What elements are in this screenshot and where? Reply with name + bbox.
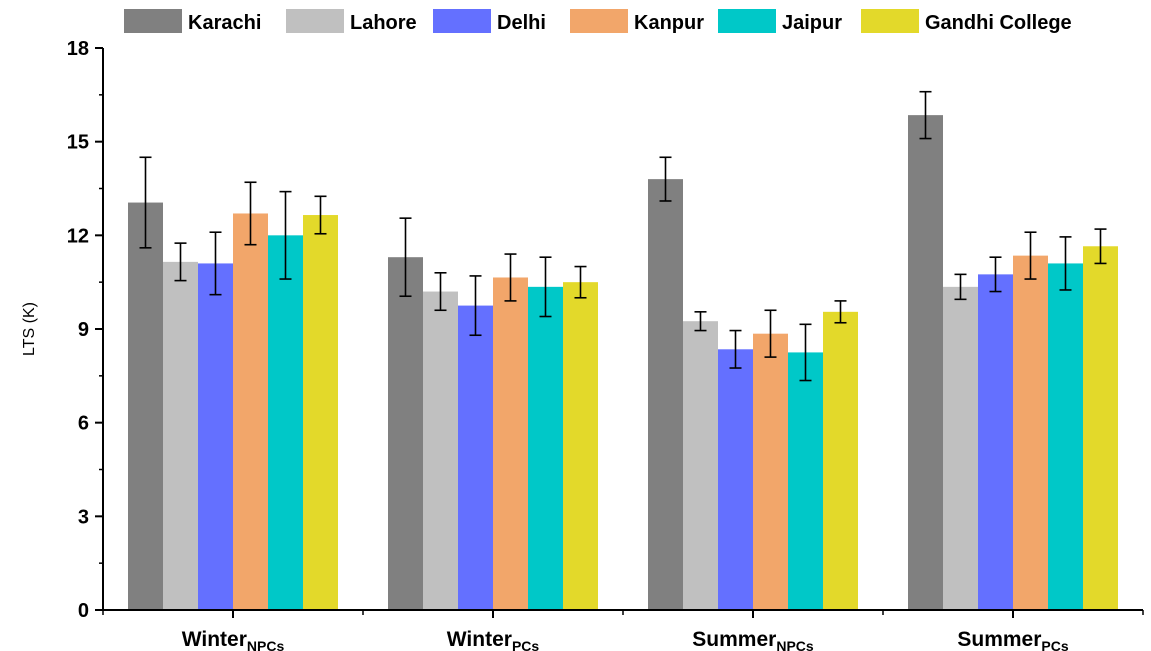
bar — [303, 215, 338, 611]
bar — [1083, 246, 1118, 610]
error-bar — [659, 156, 672, 202]
bar — [1013, 255, 1048, 610]
error-bar — [314, 195, 327, 235]
bar — [943, 286, 978, 610]
y-tick-label: 6 — [78, 413, 89, 435]
bar — [128, 202, 163, 611]
y-tick-label: 0 — [78, 600, 89, 622]
error-bar — [469, 275, 482, 337]
bar — [718, 349, 753, 610]
error-bar — [1059, 236, 1072, 291]
bar — [648, 179, 683, 610]
bar — [493, 277, 528, 610]
bar — [1048, 263, 1083, 610]
error-bar — [504, 253, 517, 302]
x-tick-label: SummerNPCs — [692, 628, 814, 651]
bars — [128, 115, 1118, 611]
legend-item: Kanpur — [570, 9, 704, 34]
error-bars — [139, 90, 1107, 382]
bar — [198, 263, 233, 610]
legend-item: Lahore — [286, 9, 417, 34]
error-bar — [399, 217, 412, 298]
legend-swatch — [570, 9, 628, 33]
bar — [753, 333, 788, 610]
error-bar — [1024, 231, 1037, 280]
x-tick-label: WinterNPCs — [182, 628, 285, 651]
x-tick-label: WinterPCs — [447, 628, 540, 651]
legend: Karachi Lahore Delhi Kanpur Jaipur Gandhi Col… — [124, 9, 1072, 34]
bar — [978, 274, 1013, 610]
bar — [823, 311, 858, 610]
legend-label: Jaipur — [782, 12, 842, 34]
error-bar — [799, 323, 812, 382]
error-bar — [729, 329, 742, 369]
bar — [423, 291, 458, 610]
bar — [788, 352, 823, 610]
legend-item: Gandhi College — [861, 9, 1072, 34]
error-bar — [954, 273, 967, 301]
error-bar — [1094, 228, 1107, 265]
legend-label: Gandhi College — [925, 12, 1072, 34]
x-tick-label: SummerPCs — [957, 628, 1068, 651]
legend-swatch — [286, 9, 344, 33]
error-bar — [434, 271, 447, 312]
error-bar — [919, 90, 932, 140]
bar — [458, 305, 493, 610]
error-bar — [989, 256, 1002, 293]
legend-swatch — [861, 9, 919, 33]
bar — [528, 286, 563, 610]
error-bar — [174, 242, 187, 282]
y-tick-label: 9 — [78, 319, 89, 341]
legend-item: Delhi — [433, 9, 546, 34]
bar — [563, 282, 598, 610]
y-tick-label: 18 — [67, 38, 89, 60]
error-bar — [279, 190, 292, 280]
legend-item: Jaipur — [718, 9, 842, 34]
legend-swatch — [718, 9, 776, 33]
bar — [683, 321, 718, 610]
error-bar — [539, 256, 552, 318]
bar — [233, 213, 268, 610]
error-bar — [834, 300, 847, 324]
y-axis-title: LTS (K) — [21, 302, 38, 356]
bar — [388, 257, 423, 610]
legend-label: Lahore — [350, 12, 417, 34]
axes: 0 3 6 9 12 15 18 WinterNPCs WinterPCs SummerNPCs S… — [67, 38, 1144, 651]
error-bar — [244, 181, 257, 246]
legend-label: Kanpur — [634, 12, 704, 34]
bar — [268, 235, 303, 611]
bar — [163, 261, 198, 610]
legend-item: Karachi — [124, 9, 261, 34]
error-bar — [574, 265, 587, 299]
y-tick-label: 12 — [67, 225, 89, 247]
legend-label: Delhi — [497, 12, 546, 34]
error-bar — [694, 311, 707, 332]
y-tick-label: 15 — [67, 132, 89, 154]
legend-swatch — [124, 9, 182, 33]
error-bar — [764, 309, 777, 358]
bar — [908, 115, 943, 610]
legend-label: Karachi — [188, 12, 261, 34]
y-tick-label: 3 — [78, 506, 89, 528]
legend-swatch — [433, 9, 491, 33]
error-bar — [209, 231, 222, 296]
error-bar — [139, 156, 152, 249]
